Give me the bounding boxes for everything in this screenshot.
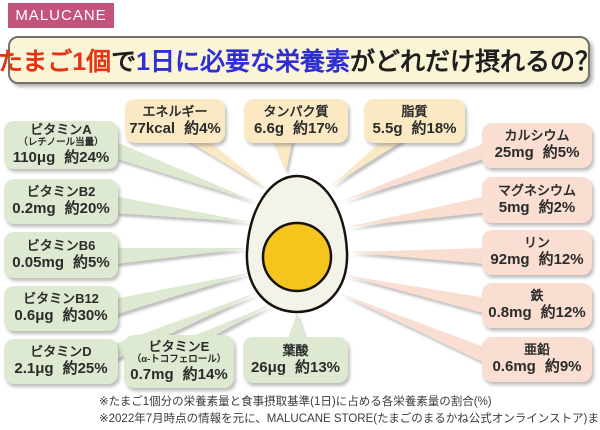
connector-vitamin-a — [114, 141, 256, 202]
title-segment-de: で — [111, 48, 137, 76]
footnote-2: ※2022年7月時点の情報を元に、MALUCANE STORE(たまごのまるかね… — [99, 413, 600, 425]
nutrient-bubble-zinc: 亜鉛 0.6mg 約9% — [482, 337, 592, 382]
footnote-1: ※たまご1個分の栄養素量と食事摂取基準(1日)に占める各栄養素量の割合(%) — [99, 396, 492, 408]
nutrient-name: ビタミンE — [148, 338, 210, 354]
nutrient-value: 110μg 約24% — [12, 149, 110, 167]
nutrient-name: ビタミンA — [30, 122, 92, 138]
nutrient-name: 鉄 — [530, 288, 544, 304]
connector-fat — [331, 138, 407, 186]
nutrient-value: 0.2mg 約20% — [12, 200, 110, 218]
connector-protein — [272, 138, 293, 172]
connector-folate — [287, 313, 306, 341]
nutrient-value: 2.1μg 約25% — [14, 360, 108, 378]
nutrient-subname: （α-トコフェロール） — [131, 353, 227, 365]
nutrient-name: ビタミンB2 — [26, 184, 96, 200]
title-segment-nutrients: 1日に必要な栄養素 — [136, 48, 351, 76]
page-title: たまご1個で 1日に必要な栄養素 がどれだけ摂れるの？ — [0, 36, 600, 84]
nutrient-value: 0.7mg 約14% — [130, 365, 228, 383]
nutrient-bubble-vitamin-d: ビタミンD 2.1μg 約25% — [4, 339, 118, 384]
nutrient-value: 0.6μg 約30% — [14, 307, 108, 325]
nutrient-bubble-magnesium: マグネシウム 5mg 約2% — [482, 177, 592, 223]
nutrient-value: 0.05mg 約5% — [12, 253, 110, 271]
nutrient-value: 77kcal 約4% — [129, 119, 221, 137]
nutrient-value: 0.6mg 約9% — [492, 358, 582, 376]
brand-badge: MALUCANE — [8, 3, 114, 28]
title-segment-question: がどれだけ摂れるの？ — [350, 48, 600, 76]
nutrient-bubble-vitamin-b6: ビタミンB6 0.05mg 約5% — [4, 232, 118, 278]
nutrient-bubble-protein: タンパク質 6.6g 約17% — [244, 99, 348, 143]
connector-magnesium — [347, 196, 487, 227]
connector-zinc — [339, 293, 487, 364]
nutrient-name: ビタミンD — [30, 344, 92, 360]
nutrient-name: マグネシウム — [497, 182, 576, 198]
nutrient-bubble-calcium: カルシウム 25mg 約5% — [482, 123, 592, 168]
nutrient-bubble-folate: 葉酸 26μg 約13% — [243, 337, 348, 383]
nutrient-name: 脂質 — [401, 103, 428, 119]
connector-calcium — [342, 142, 487, 201]
nutrient-name: ビタミンB6 — [26, 237, 96, 253]
nutrient-bubble-vitamin-a: ビタミンA （レチノール当量） 110μg 約24% — [4, 121, 118, 169]
nutrient-value: 0.8mg 約12% — [488, 304, 586, 322]
nutrient-name: 葉酸 — [282, 342, 309, 358]
nutrient-name: ビタミンB12 — [23, 291, 99, 307]
nutrient-value: 5.5g 約18% — [372, 119, 457, 137]
nutrient-bubble-vitamin-b12: ビタミンB12 0.6μg 約30% — [4, 286, 118, 331]
connector-energy — [183, 138, 266, 188]
connector-vitamin-b12 — [114, 272, 253, 315]
connector-iron — [344, 275, 487, 314]
nutrient-value: 25mg 約5% — [494, 144, 580, 162]
nutrient-bubble-iron: 鉄 0.8mg 約12% — [482, 283, 592, 328]
nutrient-bubble-phosphorus: リン 92mg 約12% — [482, 230, 592, 275]
title-segment-egg: たまご1個 — [0, 48, 112, 76]
nutrient-value: 5mg 約2% — [498, 198, 576, 216]
nutrient-value: 26μg 約13% — [250, 358, 341, 376]
nutrient-name: カルシウム — [504, 128, 570, 144]
nutrient-name: タンパク質 — [263, 103, 329, 119]
footnotes: ※たまご1個分の栄養素量と食事摂取基準(1日)に占める各栄養素量の割合(%) ※… — [99, 394, 600, 428]
connector-phosphorus — [349, 248, 487, 264]
connector-vitamin-b2 — [114, 196, 251, 222]
nutrient-bubble-vitamin-e: ビタミンE （α-トコフェロール） 0.7mg 約14% — [124, 335, 234, 388]
nutrient-subname: （レチノール当量） — [18, 137, 104, 149]
brand-badge-label: MALUCANE — [15, 7, 107, 24]
connector-vitamin-e — [183, 304, 272, 340]
nutrient-name: エネルギー — [142, 103, 208, 119]
nutrient-bubble-vitamin-b2: ビタミンB2 0.2mg 約20% — [4, 179, 118, 224]
egg-yolk — [261, 221, 333, 293]
connector-vitamin-b6 — [114, 248, 249, 264]
nutrient-bubble-energy: エネルギー 77kcal 約4% — [125, 99, 225, 143]
nutrient-name: 亜鉛 — [523, 342, 550, 358]
nutrient-value: 6.6g 約17% — [253, 119, 339, 137]
nutrient-value: 92mg 約12% — [490, 251, 584, 269]
nutrient-bubble-fat: 脂質 5.5g 約18% — [364, 99, 465, 143]
nutrient-name: リン — [523, 235, 550, 251]
